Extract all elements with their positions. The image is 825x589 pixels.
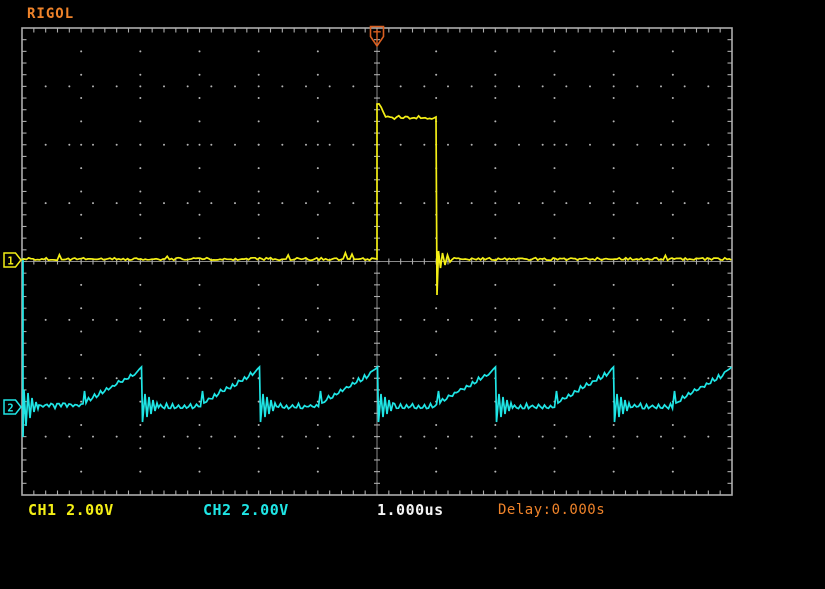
graticule <box>21 27 733 496</box>
ch1-marker-label: 1 <box>7 256 13 268</box>
ch1-trace <box>21 103 732 296</box>
ch2-marker-label: 2 <box>7 403 13 415</box>
graticule-and-traces <box>21 27 733 496</box>
trigger-delay-readout: Delay:0.000s <box>498 502 606 518</box>
trigger-position-marker <box>369 25 385 48</box>
timebase-readout: 1.000us <box>377 501 444 519</box>
ch2-marker: 2 <box>3 399 22 415</box>
ch1-scale-readout: CH1 2.00V <box>28 501 114 519</box>
brand-logo: RIGOL <box>27 6 75 22</box>
ch1-marker: 1 <box>3 252 22 268</box>
ch2-scale-readout: CH2 2.00V <box>203 501 289 519</box>
ch2-trace <box>22 258 733 438</box>
